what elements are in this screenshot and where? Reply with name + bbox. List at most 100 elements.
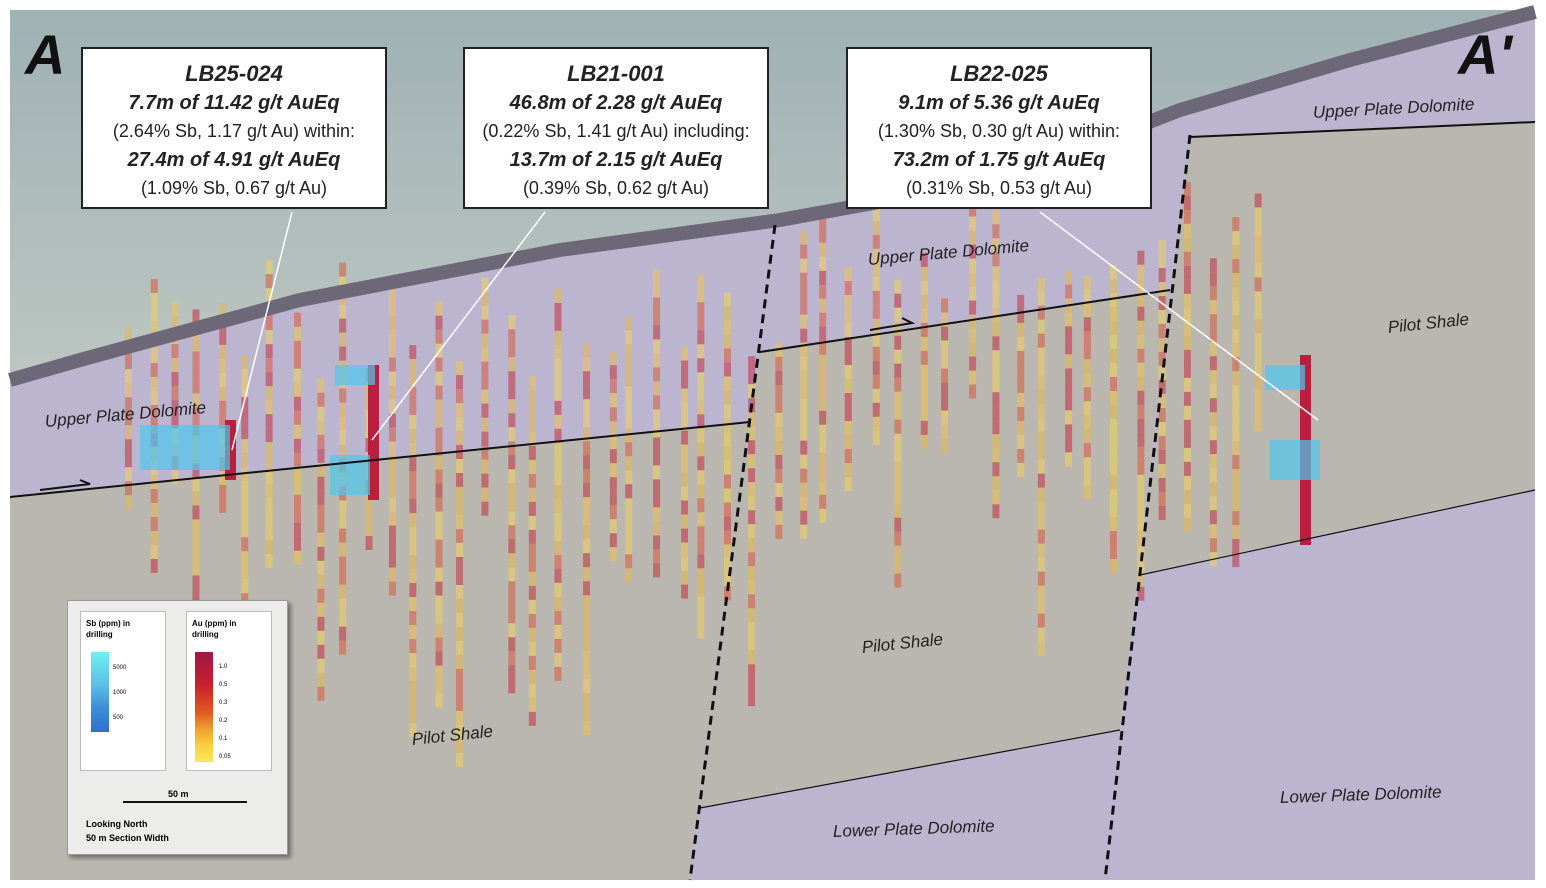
drill-segment <box>583 637 591 652</box>
drill-segment <box>819 424 827 439</box>
drill-segment <box>456 542 464 557</box>
drill-segment <box>625 316 633 331</box>
drill-segment <box>1083 303 1091 318</box>
drill-segment <box>609 477 617 492</box>
drill-segment <box>920 392 928 407</box>
drill-segment <box>723 348 731 363</box>
drill-segment <box>456 472 464 487</box>
drill-segment <box>294 396 302 411</box>
drill-segment <box>554 638 562 653</box>
drill-segment <box>339 402 347 417</box>
drill-segment <box>800 384 808 399</box>
drill-segment <box>748 370 756 385</box>
drill-segment <box>1183 391 1191 406</box>
drill-segment <box>1183 349 1191 364</box>
drill-segment <box>192 393 200 408</box>
sb-zone <box>1270 440 1320 480</box>
drill-segment <box>124 383 132 398</box>
drill-segment <box>294 466 302 481</box>
drill-segment <box>1109 446 1117 461</box>
drill-segment <box>800 468 808 483</box>
drill-segment <box>1083 317 1091 332</box>
drill-segment <box>1037 641 1045 656</box>
drill-segment <box>1037 487 1045 502</box>
drill-segment <box>192 379 200 394</box>
drill-segment <box>528 529 536 544</box>
drill-segment <box>409 583 417 598</box>
drill-segment <box>920 308 928 323</box>
drill-segment <box>583 581 591 596</box>
drill-segment <box>1037 361 1045 376</box>
drill-segment <box>1109 558 1117 573</box>
drill-segment <box>1183 503 1191 518</box>
drill-segment <box>697 526 705 541</box>
drill-segment <box>1232 441 1240 456</box>
drill-segment <box>844 449 852 464</box>
drill-segment <box>819 508 827 523</box>
drill-segment <box>1017 462 1025 477</box>
drill-segment <box>1137 446 1145 461</box>
drill-segment <box>697 302 705 317</box>
drill-segment <box>481 487 489 502</box>
drill-segment <box>1254 333 1262 348</box>
drill-segment <box>409 597 417 612</box>
drill-segment <box>294 424 302 439</box>
drill-segment <box>481 501 489 516</box>
drill-segment <box>171 400 179 415</box>
drill-segment <box>844 309 852 324</box>
drill-segment <box>192 505 200 520</box>
drill-segment <box>409 527 417 542</box>
drill-segment <box>1065 410 1073 425</box>
drill-segment <box>775 524 783 539</box>
drill-segment <box>1232 469 1240 484</box>
drill-segment <box>748 496 756 511</box>
drill-segment <box>800 454 808 469</box>
drill-segment <box>653 563 661 578</box>
drill-segment <box>844 267 852 282</box>
drill-segment <box>653 423 661 438</box>
drill-segment <box>1109 432 1117 447</box>
drill-segment <box>554 610 562 625</box>
drill-segment <box>554 428 562 443</box>
drill-segment <box>800 342 808 357</box>
drill-segment <box>844 337 852 352</box>
drill-segment <box>456 724 464 739</box>
drill-segment <box>150 292 158 307</box>
drill-segment <box>992 364 1000 379</box>
drill-segment <box>409 611 417 626</box>
drill-segment <box>800 412 808 427</box>
drill-segment <box>241 383 249 398</box>
drill-segment <box>894 475 902 490</box>
drill-segment <box>241 355 249 370</box>
drill-segment <box>150 502 158 517</box>
drill-segment <box>317 560 325 575</box>
drill-segment <box>554 652 562 667</box>
drill-segment <box>192 407 200 422</box>
legend: Sb (ppm) in drilling 5000 1000 500 Au (ppm… <box>67 600 288 855</box>
drill-segment <box>409 709 417 724</box>
drill-segment <box>583 567 591 582</box>
drill-segment <box>723 334 731 349</box>
drill-segment <box>609 449 617 464</box>
drill-segment <box>920 406 928 421</box>
drill-segment <box>435 301 443 316</box>
drill-segment <box>294 480 302 495</box>
drill-segment <box>171 344 179 359</box>
drill-segment <box>124 327 132 342</box>
drill-segment <box>339 640 347 655</box>
drill-segment <box>1254 221 1262 236</box>
drill-segment <box>150 404 158 419</box>
drill-segment <box>920 280 928 295</box>
drill-segment <box>1183 251 1191 266</box>
drill-segment <box>409 471 417 486</box>
drill-segment <box>748 356 756 371</box>
drill-segment <box>697 442 705 457</box>
drill-segment <box>294 452 302 467</box>
drill-segment <box>1209 286 1217 301</box>
drill-segment <box>894 349 902 364</box>
drill-segment <box>481 291 489 306</box>
drill-segment <box>894 279 902 294</box>
drill-segment <box>819 214 827 229</box>
drill-segment <box>508 511 516 526</box>
drill-segment <box>697 484 705 499</box>
